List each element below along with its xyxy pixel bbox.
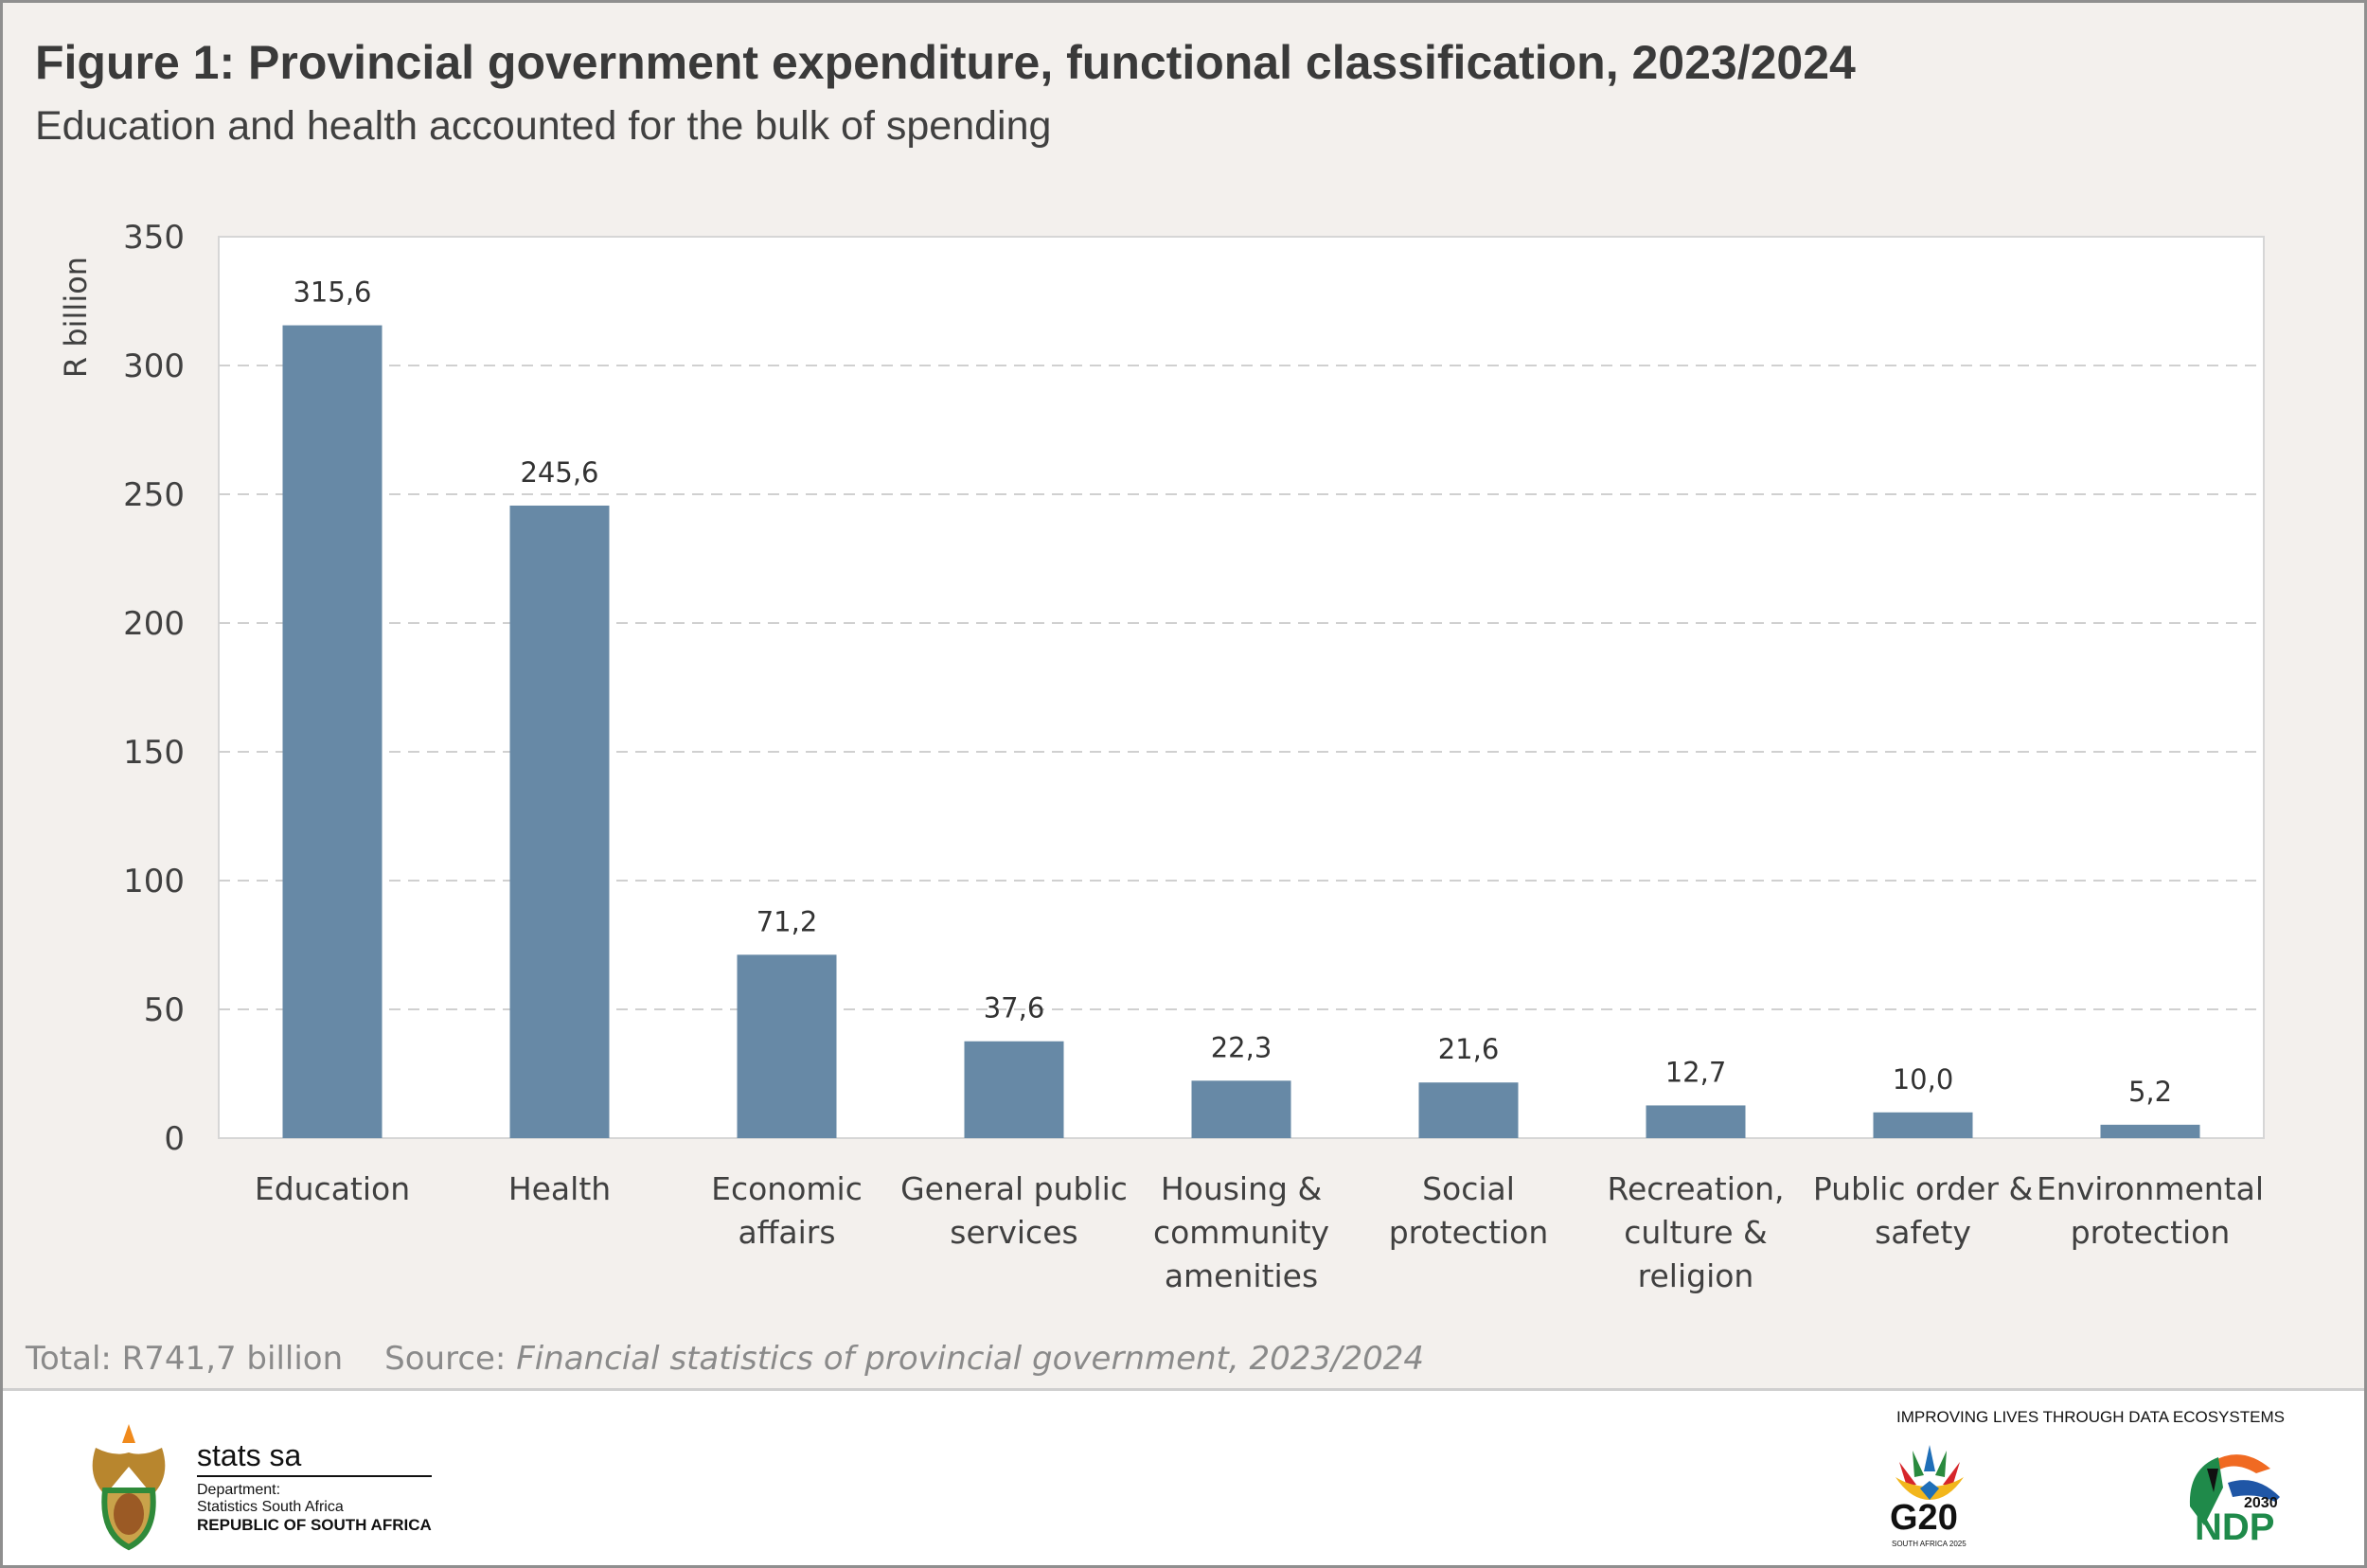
bar bbox=[509, 505, 610, 1138]
bar-chart: 0 50 100 150 200 250 300 350 R billion 315,6 Educa… bbox=[58, 219, 2265, 1294]
y-axis-label: R billion bbox=[58, 257, 94, 378]
bar bbox=[964, 1041, 1064, 1138]
dept-label: Department: bbox=[197, 1482, 281, 1498]
footer: stats sa Department: Statistics South Af… bbox=[3, 1388, 2364, 1565]
data-label: 12,7 bbox=[1665, 1056, 1727, 1088]
bar bbox=[1418, 1082, 1519, 1138]
country-name: REPUBLIC OF SOUTH AFRICA bbox=[197, 1516, 432, 1534]
x-tick-label: Environmental bbox=[2037, 1170, 2264, 1207]
figure-frame: Figure 1: Provincial government expendit… bbox=[3, 3, 2364, 1565]
data-label: 37,6 bbox=[984, 992, 1045, 1025]
g20-text: G20 bbox=[1890, 1498, 1958, 1538]
y-tick-label: 50 bbox=[144, 991, 185, 1029]
data-label: 22,3 bbox=[1211, 1031, 1272, 1063]
x-tick-label: services bbox=[950, 1214, 1077, 1251]
dept-name: Statistics South Africa bbox=[197, 1499, 344, 1515]
data-label: 21,6 bbox=[1438, 1033, 1500, 1065]
x-tick-label: Recreation, bbox=[1608, 1170, 1785, 1207]
data-label: 245,6 bbox=[520, 456, 598, 489]
y-tick-label: 0 bbox=[164, 1120, 185, 1158]
x-tick-label: protection bbox=[2071, 1214, 2231, 1251]
data-label: 71,2 bbox=[756, 905, 818, 937]
x-tick-label: religion bbox=[1638, 1257, 1754, 1294]
data-label: 315,6 bbox=[293, 276, 371, 309]
logo-divider bbox=[197, 1475, 432, 1477]
x-tick-label: Health bbox=[508, 1170, 611, 1207]
g20-subtext: SOUTH AFRICA 2025 bbox=[1892, 1540, 1967, 1548]
x-tick-label: community bbox=[1153, 1214, 1329, 1251]
y-tick-label: 250 bbox=[123, 476, 185, 514]
bar bbox=[1191, 1080, 1291, 1138]
coat-of-arms-logo bbox=[92, 1424, 166, 1551]
y-tick-label: 150 bbox=[123, 734, 185, 772]
bar bbox=[2100, 1124, 2200, 1138]
bar bbox=[1873, 1112, 1973, 1138]
y-tick-label: 200 bbox=[123, 605, 185, 643]
source-title: Financial statistics of provincial gover… bbox=[516, 1340, 1425, 1378]
ndp-year: 2030 bbox=[2244, 1495, 2278, 1511]
x-tick-label: Housing & bbox=[1161, 1170, 1322, 1207]
x-tick-label: Public order & bbox=[1813, 1170, 2033, 1207]
ndp-logo bbox=[2189, 1454, 2280, 1525]
chart-title: Figure 1: Provincial government expendit… bbox=[35, 36, 1856, 89]
bar bbox=[737, 954, 837, 1138]
ndp-text: NDP bbox=[2195, 1506, 2275, 1548]
chart-note: Total: R741,7 billion Source: Financial s… bbox=[26, 1340, 1424, 1378]
tagline: IMPROVING LIVES THROUGH DATA ECOSYSTEMS bbox=[1896, 1408, 2285, 1426]
data-label: 5,2 bbox=[2128, 1076, 2172, 1108]
x-tick-label: amenities bbox=[1165, 1257, 1318, 1294]
org-name: stats sa bbox=[197, 1438, 302, 1472]
total-note: Total: R741,7 billion bbox=[26, 1340, 344, 1378]
x-tick-label: culture & bbox=[1624, 1214, 1767, 1251]
y-tick-label: 100 bbox=[123, 863, 185, 900]
x-tick-label: Social bbox=[1422, 1170, 1515, 1207]
y-tick-label: 300 bbox=[123, 347, 185, 385]
source-label: Source: bbox=[384, 1340, 517, 1378]
bar bbox=[1646, 1105, 1746, 1138]
x-tick-label: General public bbox=[900, 1170, 1128, 1207]
x-tick-label: Economic bbox=[711, 1170, 863, 1207]
bar bbox=[282, 325, 383, 1138]
x-tick-label: safety bbox=[1875, 1214, 1971, 1251]
x-tick-label: affairs bbox=[738, 1214, 835, 1251]
x-tick-label: protection bbox=[1389, 1214, 1549, 1251]
y-tick-label: 350 bbox=[123, 219, 185, 257]
chart-subtitle: Education and health accounted for the b… bbox=[35, 103, 1052, 149]
g20-flower-logo bbox=[1895, 1445, 1964, 1500]
data-label: 10,0 bbox=[1893, 1063, 1954, 1096]
x-tick-label: Education bbox=[255, 1170, 410, 1207]
